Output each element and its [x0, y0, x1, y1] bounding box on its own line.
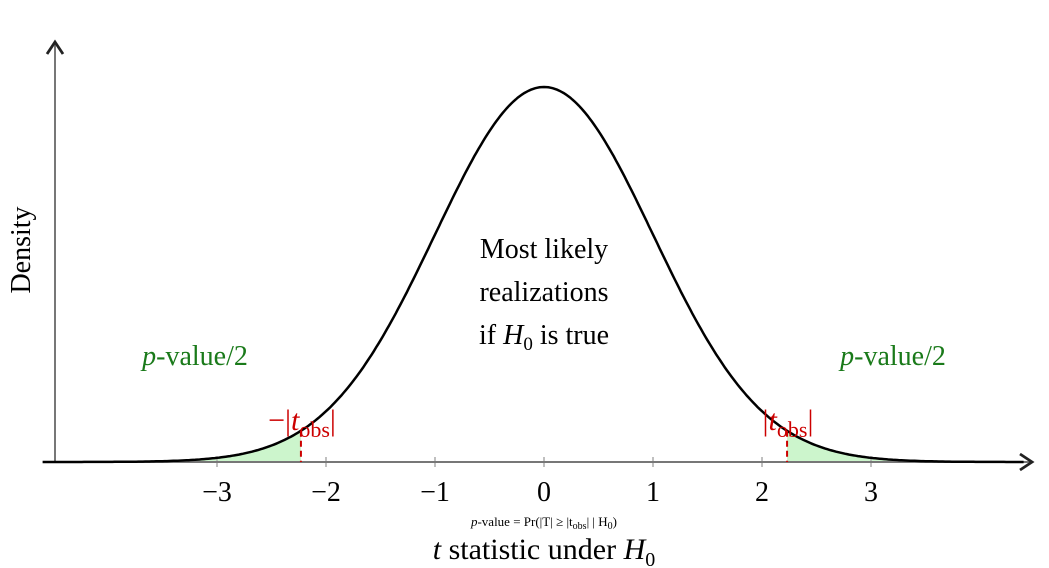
x-ticks — [216, 457, 872, 467]
center-line-3: if H0 is true — [479, 320, 609, 355]
x-tick-label: −1 — [420, 477, 450, 508]
center-line-2: realizations — [479, 277, 608, 308]
x-tick-label: 1 — [646, 477, 660, 508]
center-annotation: Most likely realizations if H0 is true — [479, 234, 609, 355]
p-value-formula: p-value = Pr(|T| ≥ |tobs| | H0) — [470, 514, 617, 532]
neg-tobs-label: −|tobs| — [268, 404, 336, 442]
x-tick-label: −2 — [311, 477, 341, 508]
x-tick-label: 3 — [864, 477, 878, 508]
x-tick-label: −3 — [202, 477, 232, 508]
x-axis-label: t statistic under H0 — [433, 533, 655, 568]
density-curve — [42, 85, 1024, 464]
left-tail-area — [42, 430, 301, 462]
y-axis-label: Density — [6, 206, 37, 293]
x-tick-label: 2 — [755, 477, 769, 508]
right-tail-label: p-value/2 — [838, 341, 946, 372]
center-line-1: Most likely — [480, 234, 608, 265]
pos-tobs-label: |tobs| — [763, 404, 814, 442]
x-tick-labels: −3 −2 −1 0 1 2 3 — [202, 477, 878, 508]
x-tick-label: 0 — [537, 477, 551, 508]
left-tail-label: p-value/2 — [140, 341, 248, 372]
